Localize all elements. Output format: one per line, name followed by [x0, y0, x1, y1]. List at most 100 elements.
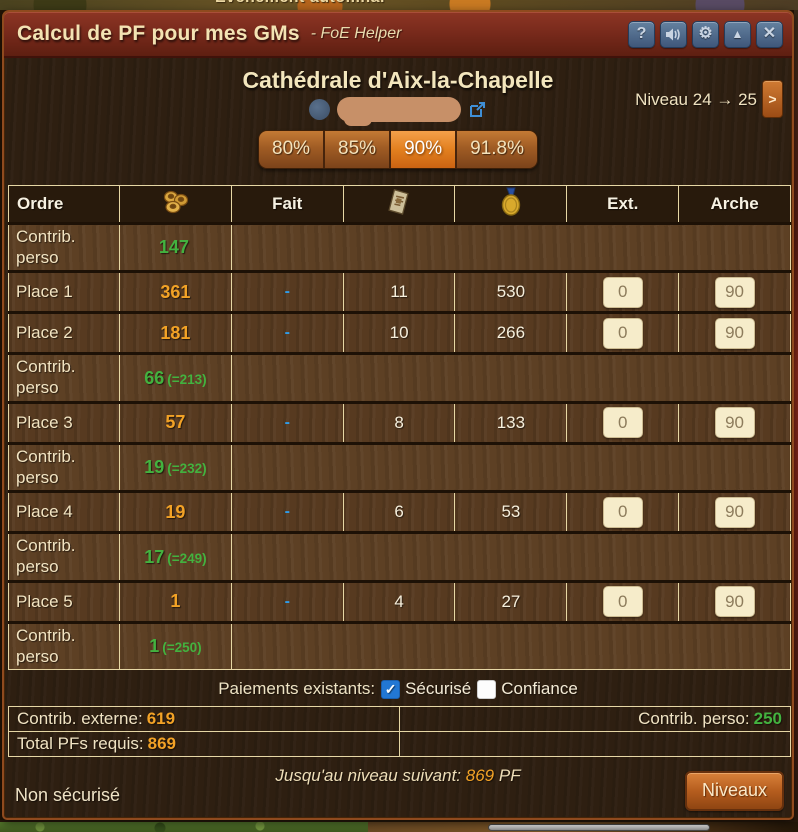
column-fp — [119, 185, 232, 224]
fait-link[interactable]: - — [284, 324, 290, 342]
contrib-running-total: (=232) — [167, 461, 207, 477]
trust-checkbox[interactable]: Confiance — [477, 679, 578, 699]
medals-value: 530 — [496, 282, 526, 302]
row-label: Contrib. perso — [8, 620, 120, 671]
security-status: Non sécurisé — [15, 785, 121, 805]
chevron-right-icon: > — [768, 91, 777, 107]
help-button[interactable]: ? — [628, 20, 655, 48]
row-label: Place 2 — [8, 311, 120, 354]
window-titlebar: Calcul de PF pour mes GMs - FoE Helper ?… — [4, 12, 792, 58]
externe-cell: Contrib. externe: 619 — [8, 706, 400, 733]
place-value: 361 — [160, 281, 191, 302]
percent-button-85[interactable]: 85% — [325, 131, 392, 168]
great-building-header: Cathédrale d'Aix-la-Chapelle Niveau 24 →… — [4, 58, 792, 177]
speaker-icon — [666, 28, 680, 40]
contrib-value: 1 — [149, 636, 160, 657]
game-background-top: Événement automnal — [0, 0, 798, 10]
table-row-place: Place 1 361 - 11 530 — [8, 270, 791, 313]
empty-cell — [230, 531, 792, 582]
percent-button-80[interactable]: 80% — [259, 131, 326, 168]
empty-cell — [230, 352, 792, 403]
next-level-unit: PF — [498, 766, 521, 786]
player-name-redacted — [337, 96, 461, 126]
percent-button-91-8[interactable]: 91.8% — [457, 131, 537, 168]
table-row-contrib: Contrib. perso 66 (=213) — [8, 352, 792, 403]
percent-row: 80% 85% 90% 91.8% — [4, 130, 792, 169]
game-background-right — [794, 10, 798, 820]
column-ext: Ext. — [566, 185, 680, 224]
event-banner-label: Événement automnal — [215, 0, 385, 7]
minimize-button[interactable]: ▲ — [724, 20, 751, 48]
contrib-value: 17 — [144, 546, 165, 567]
settings-button[interactable]: ⚙ — [692, 20, 719, 48]
ext-input[interactable] — [602, 496, 643, 528]
empty-cell — [230, 620, 792, 671]
levels-button[interactable]: Niveaux — [684, 771, 784, 811]
table-row-contrib: Contrib. perso 1 (=250) — [8, 620, 792, 671]
secured-label: Sécurisé — [405, 679, 472, 699]
fait-link[interactable]: - — [284, 592, 290, 610]
contrib-value: 147 — [158, 237, 189, 258]
place-value: 19 — [165, 501, 186, 522]
payments-label: Paiements existants: — [218, 679, 376, 699]
arche-input[interactable] — [714, 276, 755, 308]
close-button[interactable]: ✕ — [756, 20, 783, 48]
row-label: Place 4 — [8, 490, 120, 533]
player-avatar — [309, 98, 330, 120]
arche-input[interactable] — [714, 586, 755, 618]
building-name: Cathédrale d'Aix-la-Chapelle — [242, 67, 554, 93]
place-value: 57 — [165, 412, 186, 433]
blueprints-value: 4 — [394, 591, 404, 611]
ext-input[interactable] — [602, 276, 643, 308]
row-label: Contrib. perso — [8, 221, 120, 272]
external-link-icon[interactable] — [468, 100, 487, 119]
table-row-contrib: Contrib. perso 17 (=249) — [8, 531, 792, 582]
perso-cell: Contrib. perso: 250 — [399, 706, 791, 733]
column-blueprints — [342, 185, 456, 224]
triangle-up-icon: ▲ — [731, 27, 744, 41]
table-row-place: Place 2 181 - 10 266 — [8, 311, 791, 354]
sound-button[interactable] — [660, 20, 687, 48]
arche-input[interactable] — [714, 317, 755, 349]
medals-value: 27 — [501, 591, 521, 611]
next-level-value: 869 — [465, 766, 495, 786]
contribution-table: Ordre Fait — [8, 185, 792, 671]
close-icon: ✕ — [762, 25, 777, 42]
gear-icon: ⚙ — [698, 25, 713, 42]
blueprint-icon — [388, 188, 409, 215]
total-cell: Total PFs requis: 869 — [8, 731, 400, 758]
table-row-place: Place 4 19 - 6 53 — [8, 490, 791, 533]
arche-input[interactable] — [714, 407, 755, 439]
checkbox-unchecked-icon — [477, 679, 497, 699]
ext-input[interactable] — [602, 317, 643, 349]
window-title: Calcul de PF pour mes GMs — [17, 22, 300, 45]
summary-row-1: Contrib. externe: 619 Contrib. perso: 250 — [8, 706, 791, 733]
table-row-contrib: Contrib. perso 19 (=232) — [8, 441, 792, 492]
medal-icon — [501, 187, 521, 216]
secured-checkbox[interactable]: ✓ Sécurisé — [381, 679, 471, 699]
medals-value: 53 — [501, 502, 521, 522]
perso-value: 250 — [753, 709, 782, 729]
trust-label: Confiance — [501, 679, 578, 699]
place-value: 1 — [170, 591, 181, 612]
grass-segment — [0, 822, 368, 832]
contrib-value: 66 — [144, 367, 165, 388]
row-label: Contrib. perso — [8, 531, 120, 582]
percent-button-90[interactable]: 90% — [391, 131, 458, 168]
next-level-label: Jusqu'au niveau suivant: — [275, 766, 462, 786]
column-medals — [454, 185, 568, 224]
next-building-button[interactable]: > — [762, 80, 783, 118]
contrib-running-total: (=249) — [167, 550, 207, 566]
payments-row: Paiements existants: ✓ Sécurisé Confianc… — [4, 679, 792, 699]
level-label: Niveau 24 → 25 — [635, 90, 757, 109]
fait-link[interactable]: - — [284, 503, 290, 521]
row-label: Place 3 — [8, 400, 120, 444]
ext-input[interactable] — [602, 586, 643, 618]
arche-input[interactable] — [714, 496, 755, 528]
fait-link[interactable]: - — [284, 413, 290, 431]
ext-input[interactable] — [602, 407, 643, 439]
total-label: Total PFs requis: — [17, 734, 144, 754]
medals-value: 133 — [496, 412, 526, 432]
fait-link[interactable]: - — [284, 283, 290, 301]
row-label: Contrib. perso — [8, 441, 120, 492]
